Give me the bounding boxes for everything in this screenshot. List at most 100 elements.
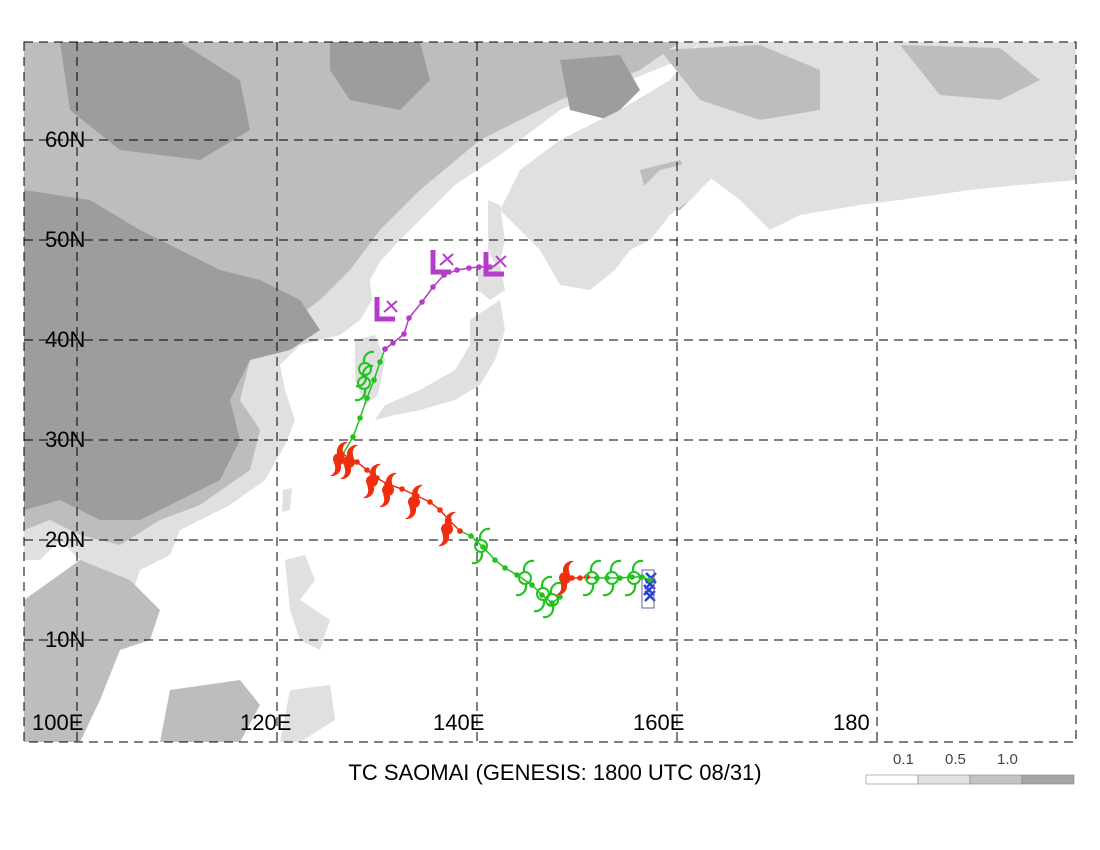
track-point [401, 331, 407, 337]
symbol-arm [330, 463, 342, 477]
symbol-arm [478, 527, 491, 541]
symbol-core [343, 456, 355, 468]
symbol-core [357, 376, 371, 390]
track-point [350, 434, 356, 440]
genesis-marker-icon [644, 590, 656, 602]
symbol-arm [379, 494, 391, 508]
track-point [476, 264, 482, 270]
symbol-arm [438, 533, 450, 547]
track-point [468, 533, 474, 539]
symbol-arm [549, 581, 562, 595]
track-point [377, 359, 383, 365]
typhoon-icon [438, 511, 456, 547]
symbol-arm [522, 559, 535, 573]
track-point [364, 395, 370, 401]
symbol-arm [355, 374, 368, 388]
track-point [480, 544, 486, 550]
lon-label-100e: 100E [32, 710, 83, 735]
track-point [502, 565, 508, 571]
symbol-core [382, 484, 394, 496]
lat-label-60n: 60N [45, 127, 85, 152]
lat-label-50n: 50N [45, 227, 85, 252]
track-point [529, 582, 535, 588]
graticule [24, 42, 1076, 742]
map-frame [23, 41, 1077, 743]
tropical-storm-icon [582, 559, 602, 597]
lat-label-20n: 20N [45, 527, 85, 552]
track-point [437, 507, 443, 513]
symbol-arm [631, 559, 644, 573]
track-point [382, 346, 388, 352]
track-point [457, 528, 463, 534]
track-point [357, 415, 363, 421]
track-point [492, 557, 498, 563]
terrain-legend: 0.1 0.5 1.0 [865, 751, 1075, 785]
symbol-core [536, 587, 550, 601]
symbol-arm [540, 575, 553, 589]
typhoon-icon [379, 472, 397, 508]
track-point [399, 486, 405, 492]
track-point [487, 264, 493, 270]
symbol-core [518, 571, 532, 585]
extratropical-icon [483, 252, 507, 277]
symbol-arm [515, 583, 528, 597]
track-point [629, 574, 635, 580]
symbol-arm [471, 551, 484, 565]
symbol-arm [624, 583, 637, 597]
track-point [427, 499, 433, 505]
legend-tick-0-5: 0.5 [945, 751, 966, 768]
symbol-arm [340, 466, 352, 480]
symbol-arm [589, 559, 602, 573]
track-point [406, 315, 412, 321]
tropical-storm-icon [471, 527, 491, 565]
legend-swatch-4 [1021, 774, 1075, 785]
storm-track [330, 250, 657, 619]
symbol-arm [369, 463, 381, 477]
symbol-arm [582, 583, 595, 597]
typhoon-icon [556, 560, 574, 596]
symbol-core [408, 496, 420, 508]
lon-label-140e: 140E [433, 710, 484, 735]
tropical-storm-icon [602, 559, 622, 597]
typhoon-icon [330, 441, 348, 477]
symbol-stroke [442, 253, 454, 266]
symbol-stroke [439, 253, 454, 266]
legend-tick-1-0: 1.0 [997, 751, 1018, 768]
map-caption: TC SAOMAI (GENESIS: 1800 UTC 08/31) [348, 760, 762, 785]
tropical-storm-icon [533, 575, 553, 613]
track-point [354, 459, 360, 465]
symbol-core [474, 539, 488, 553]
latitude-labels: 60N 50N 40N 30N 20N 10N [45, 127, 85, 652]
tropical-storm-icon [624, 559, 644, 597]
track-point [371, 377, 377, 383]
lon-label-120e: 120E [240, 710, 291, 735]
symbol-core [627, 571, 641, 585]
track-point [390, 340, 396, 346]
symbol-arm [444, 511, 456, 525]
genesis-stroke [644, 590, 656, 602]
symbol-core [605, 571, 619, 585]
symbol-arm [411, 484, 423, 498]
symbol-arm [346, 444, 358, 458]
symbol-arm [602, 583, 615, 597]
symbol-arm [533, 599, 546, 613]
longitude-labels: 100E 120E 140E 160E 180 [32, 710, 870, 735]
symbol-stroke [483, 252, 504, 277]
symbol-arm [542, 605, 555, 619]
extratropical-icon [430, 250, 454, 275]
track-point [577, 575, 583, 581]
track-point [466, 265, 472, 271]
symbol-core [559, 572, 571, 584]
symbol-core [333, 453, 345, 465]
lat-label-30n: 30N [45, 427, 85, 452]
symbol-stroke [374, 297, 395, 322]
symbol-stroke [386, 300, 398, 313]
lat-label-10n: 10N [45, 627, 85, 652]
genesis-box [641, 569, 655, 609]
typhoon-icon [405, 484, 423, 520]
typhoon-icon [340, 444, 358, 480]
symbol-stroke [430, 250, 451, 275]
symbol-core [585, 571, 599, 585]
symbol-arm [609, 559, 622, 573]
